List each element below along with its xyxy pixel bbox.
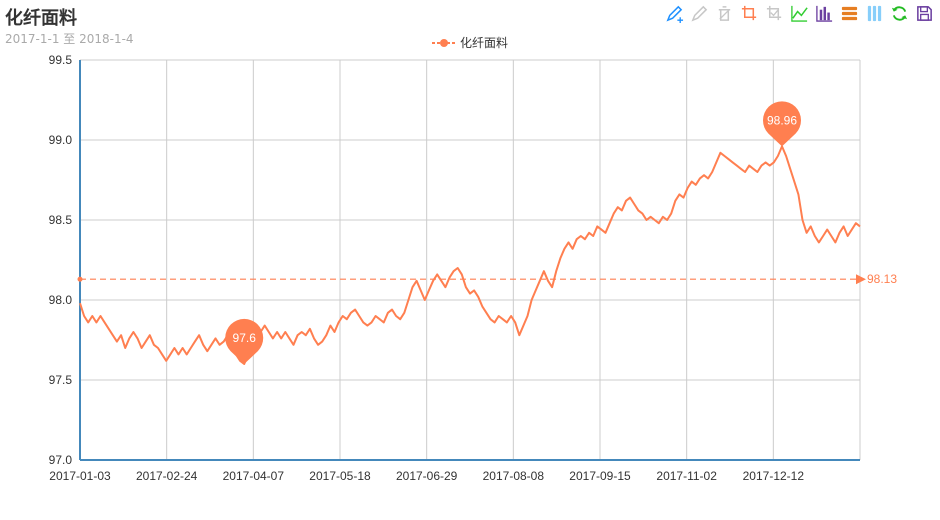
chart-title: 化纤面料: [5, 8, 77, 29]
x-tick-label: 2017-04-07: [223, 469, 285, 483]
max-marker: 98.96: [763, 101, 802, 147]
mark-pen-icon[interactable]: [665, 4, 684, 23]
legend-line-marker-icon: [432, 38, 456, 47]
y-tick-label: 97.0: [49, 453, 73, 467]
line-chart-icon[interactable]: [790, 4, 809, 23]
min-marker-shape: [225, 318, 264, 364]
mark-clear-icon[interactable]: [715, 4, 734, 23]
x-tick-label: 2017-06-29: [396, 469, 458, 483]
x-tick-label: 2017-12-12: [743, 469, 805, 483]
average-line-arrow: [856, 274, 866, 285]
average-line-start: [77, 276, 83, 282]
mark-undo-icon[interactable]: [690, 4, 709, 23]
data-zoom-reset-icon[interactable]: [765, 4, 784, 23]
x-tick-label: 2017-11-02: [656, 469, 717, 483]
average-line-label: 98.13: [867, 272, 897, 286]
chart-subtitle: 2017-1-1 至 2018-1-4: [5, 32, 134, 46]
legend-label: 化纤面料: [460, 36, 509, 50]
min-marker-label: 97.6: [233, 331, 257, 345]
y-tick-label: 99.5: [49, 53, 73, 67]
x-tick-label: 2017-08-08: [483, 469, 545, 483]
y-tick-label: 98.5: [49, 213, 73, 227]
y-tick-label: 97.5: [49, 373, 73, 387]
max-marker-label: 98.96: [767, 113, 797, 127]
x-tick-label: 2017-01-03: [49, 469, 111, 483]
legend-item[interactable]: 化纤面料: [432, 34, 508, 51]
x-tick-label: 2017-05-18: [309, 469, 371, 483]
series-line: [79, 145, 861, 365]
y-tick-label: 99.0: [49, 133, 73, 147]
x-tick-label: 2017-02-24: [136, 469, 198, 483]
data-zoom-icon[interactable]: [740, 4, 759, 23]
restore-icon[interactable]: [890, 4, 909, 23]
min-marker: 97.6: [225, 318, 264, 364]
max-marker-shape: [763, 101, 802, 147]
toolbox: [665, 4, 934, 23]
save-image-icon[interactable]: [915, 4, 934, 23]
tiled-icon[interactable]: [865, 4, 884, 23]
y-tick-label: 98.0: [49, 293, 73, 307]
stack-icon[interactable]: [840, 4, 859, 23]
x-tick-label: 2017-09-15: [569, 469, 631, 483]
bar-chart-icon[interactable]: [815, 4, 834, 23]
